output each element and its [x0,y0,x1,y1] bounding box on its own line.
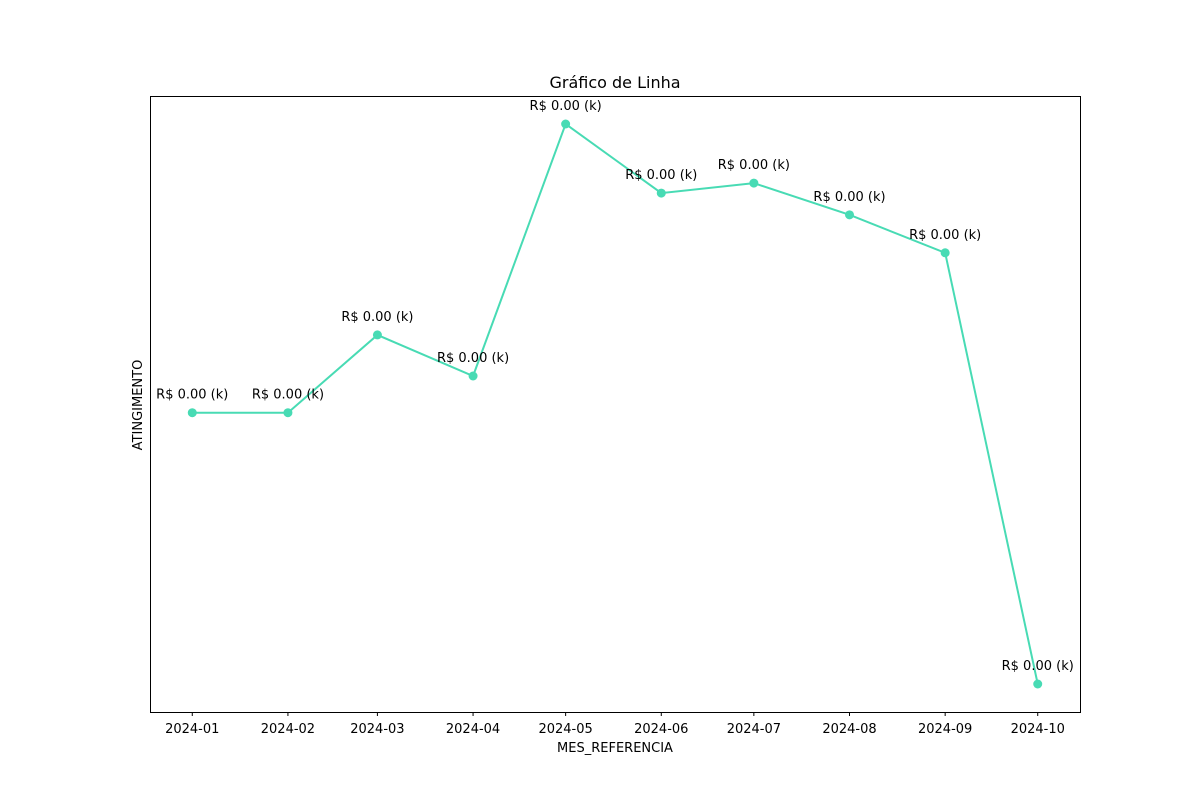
data-point [845,210,855,220]
data-point [283,408,293,418]
x-tick-label: 2024-06 [634,722,688,737]
data-point [940,248,950,258]
x-tick-label: 2024-04 [446,722,500,737]
x-tick-label: 2024-07 [727,722,781,737]
data-point [1033,679,1043,689]
chart-title: Gráfico de Linha [549,73,680,92]
x-tick-label: 2024-01 [165,722,219,737]
data-label: R$ 0.00 (k) [1002,659,1074,674]
data-label: R$ 0.00 (k) [530,99,602,114]
x-tick-label: 2024-08 [822,722,876,737]
data-point [187,408,197,418]
x-tick-label: 2024-02 [261,722,315,737]
x-axis-label: MES_REFERENCIA [557,741,673,756]
data-label: R$ 0.00 (k) [909,228,981,243]
x-tick-label: 2024-10 [1011,722,1065,737]
x-axis-ticks: 2024-01 2024-02 2024-03 2024-04 2024-05 2024-… [165,712,1065,737]
data-point [468,371,478,381]
plot-frame [150,96,1081,713]
data-label: R$ 0.00 (k) [156,388,228,403]
y-axis-label: ATINGIMENTO [131,360,146,451]
series-line [192,122,1039,685]
data-label: R$ 0.00 (k) [625,168,697,183]
series-layer [187,119,1043,689]
x-tick-label: 2024-09 [918,722,972,737]
data-label: R$ 0.00 (k) [341,310,413,325]
data-label: R$ 0.00 (k) [252,388,324,403]
data-labels-layer: R$ 0.00 (k) R$ 0.00 (k) R$ 0.00 (k) R$ 0.00… [156,99,1074,674]
data-point [656,188,666,198]
x-tick-label: 2024-05 [538,722,592,737]
data-label: R$ 0.00 (k) [718,158,790,173]
data-point [749,178,759,188]
x-tick-label: 2024-03 [350,722,404,737]
data-label: R$ 0.00 (k) [813,190,885,205]
data-label: R$ 0.00 (k) [437,351,509,366]
data-point [372,330,382,340]
data-point [561,119,571,129]
